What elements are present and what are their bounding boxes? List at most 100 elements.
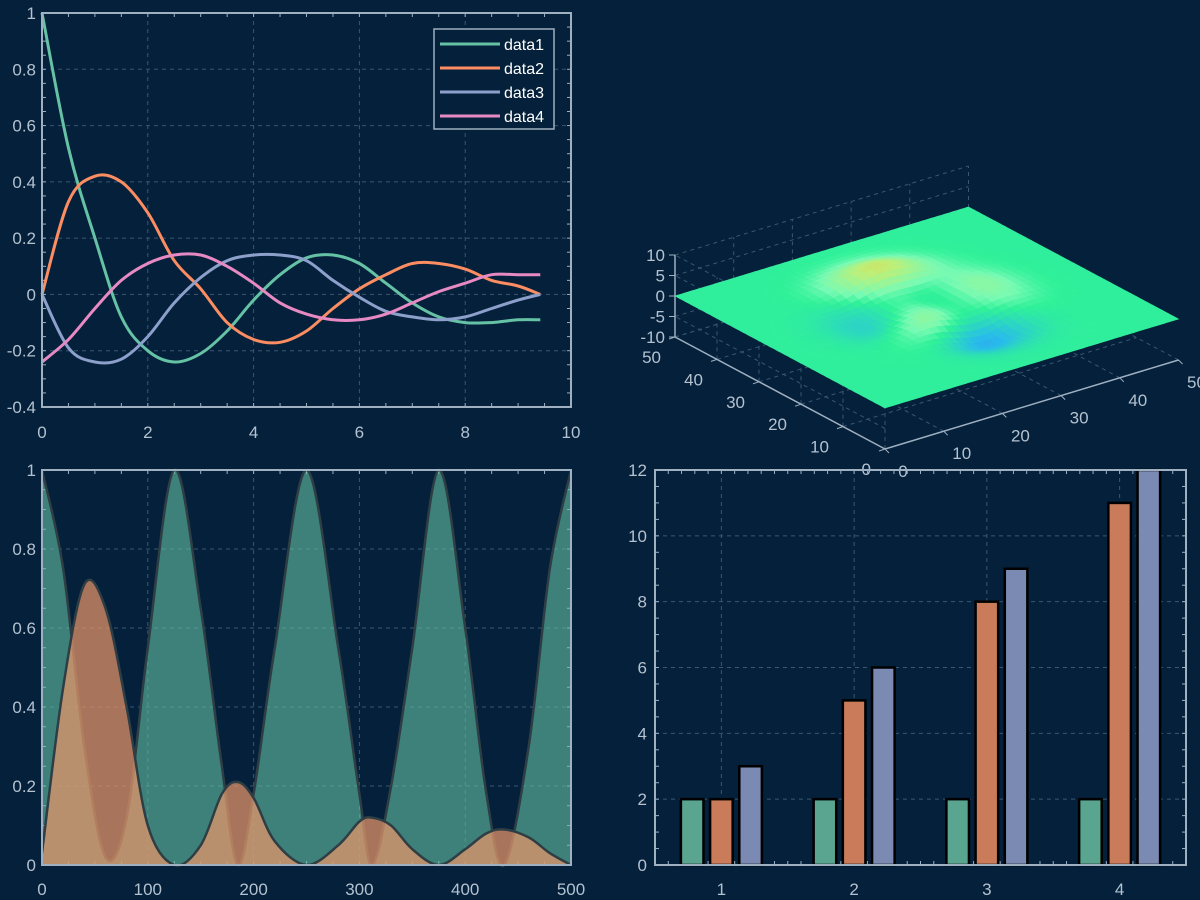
y-tick-label: 20 [768,415,787,434]
y-tick-label: 8 [638,593,647,612]
surface-patch [879,402,894,409]
y-tick [878,448,886,452]
y-tick [752,381,760,385]
y-tick-label: 6 [638,659,647,678]
bar-series1-3 [945,797,971,867]
y-tick [794,403,802,407]
x-tick-label: 10 [562,423,581,442]
x-tick-label: 100 [134,880,162,899]
y-tick-label: 50 [642,348,661,367]
x-axis-line [884,359,1179,450]
y-tick-label: 40 [684,370,703,389]
legend-label: data1 [504,37,544,54]
y-tick-label: -0.4 [7,398,36,417]
x-tick-label: 3 [982,880,991,899]
z-tick-label: -5 [650,308,665,327]
bar-series3-2 [870,666,896,867]
x-tick-label: 30 [1070,409,1089,428]
series-line-data4 [41,252,541,364]
x-tick [1002,413,1007,418]
x-tick-label: 20 [1011,426,1030,445]
y-tick-label: 0.4 [12,173,36,192]
area-fill-1 [42,579,571,866]
x-tick-label: 2 [143,423,152,442]
legend-label: data4 [504,109,544,126]
wall-grid-line [674,186,969,276]
bar-series2-4 [1107,501,1133,867]
bar-series1-4 [1077,797,1103,867]
x-tick [1178,359,1183,365]
y-tick-label: 0.8 [12,60,36,79]
wall-grid-line [674,165,969,256]
area-fill-0 [42,469,571,867]
y-tick-label: 0 [27,856,36,875]
series-line-data3 [40,252,541,365]
z-tick-label: -10 [640,328,665,347]
line-chart-panel: 0 2 4 6 8 10-0.4-0.200.20.40.60.81data1data2d… [7,4,581,442]
x-tick-label: 2 [849,880,858,899]
x-tick-label: 400 [451,880,479,899]
bar-series2-2 [841,699,867,867]
x-tick-label: 500 [557,880,585,899]
x-tick-label: 0 [898,462,907,481]
bar-series3-4 [1136,468,1162,867]
y-tick-label: 0.6 [12,619,36,638]
x-tick-label: 10 [952,444,971,463]
y-axis-line [674,336,886,450]
bar-series1-1 [679,797,705,867]
y-tick-label: 2 [638,790,647,809]
z-tick-label: 5 [656,267,665,286]
y-tick-label: 0 [638,856,647,875]
x-tick-label: 6 [355,423,364,442]
x-tick-label: 4 [249,423,258,442]
x-tick-label: 300 [345,880,373,899]
x-tick-label: 40 [1128,391,1147,410]
y-tick-label: 0.8 [12,540,36,559]
legend-label: data3 [504,85,544,102]
area-outline-1 [40,578,572,867]
z-tick-label: 10 [646,246,665,265]
y-tick [710,358,718,362]
bar-series2-1 [708,797,734,867]
y-tick-label: 0.2 [12,777,36,796]
x-tick-label: 8 [460,423,469,442]
x-tick [884,448,890,454]
y-tick-label: 0.4 [12,698,36,717]
x-tick-label: 0 [37,423,46,442]
floor-grid-line [842,337,1137,428]
y-tick-label: 12 [628,461,647,480]
y-tick-label: -0.2 [7,342,36,361]
series-line-data2 [40,173,541,345]
y-tick-label: 10 [628,527,647,546]
bar-series3-1 [738,765,764,867]
plot-border [41,469,572,866]
x-tick-label: 0 [37,880,46,899]
plot-border [41,12,572,408]
legend-box [433,28,555,130]
x-tick [943,430,949,436]
y-tick-label: 0.6 [12,117,36,136]
x-tick-label: 50 [1187,373,1200,392]
surface-mesh [674,206,1180,409]
legend-label: data2 [504,61,544,78]
y-tick-label: 0.2 [12,229,36,248]
x-tick-label: 4 [1115,880,1124,899]
y-tick [836,426,844,430]
bar-series2-3 [974,600,1000,867]
y-tick-label: 1 [27,4,36,23]
y-tick-label: 4 [638,724,647,743]
x-tick [1060,395,1066,400]
y-tick-label: 30 [726,393,745,412]
z-tick-label: 0 [656,287,665,306]
y-tick-label: 1 [27,461,36,480]
plot-border [654,469,1187,866]
x-tick-label: 200 [239,880,267,899]
legend: data1 data2 data3 data4 [433,28,555,130]
y-tick-label: 10 [810,438,829,457]
bar-series1-2 [812,797,838,867]
area-chart-panel: 0 100 200 300 400 500 0 0.2 0.4 0.6 0.8 1 [12,461,585,899]
bar-series3-3 [1003,567,1029,867]
